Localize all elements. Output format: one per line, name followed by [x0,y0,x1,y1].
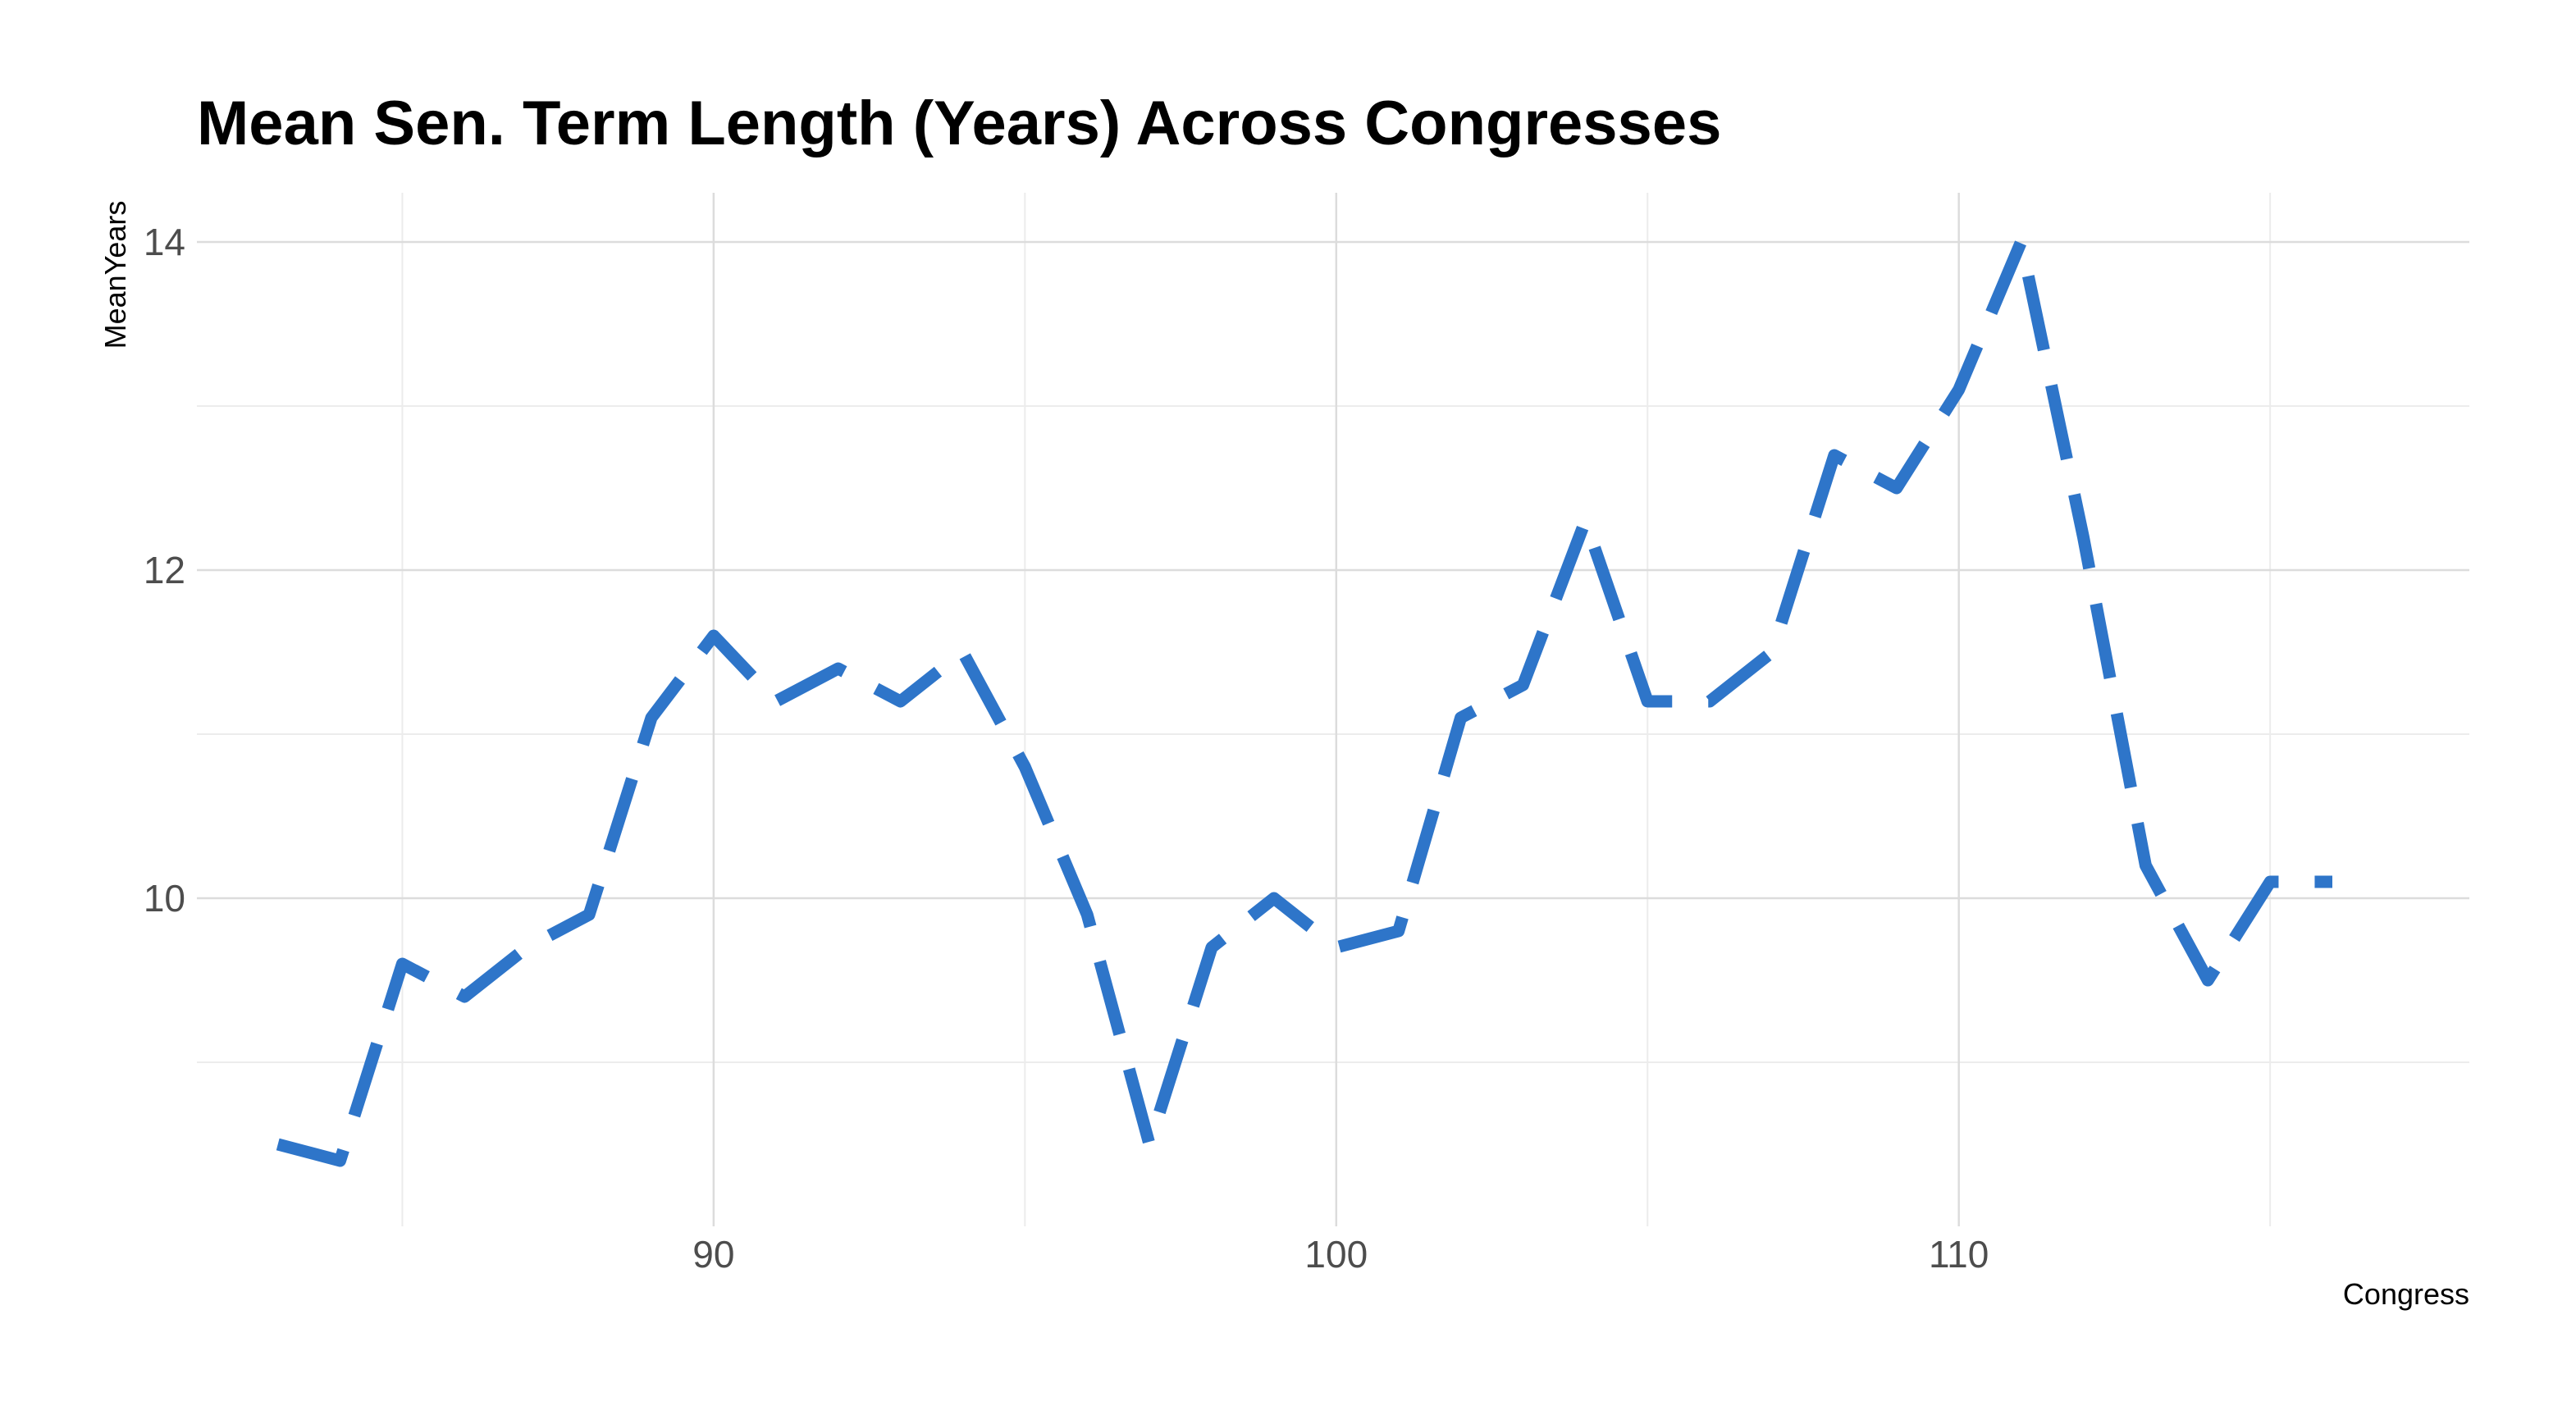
x-axis-title: Congress [2343,1277,2469,1311]
x-tick-label: 90 [692,1233,734,1276]
chart-title: Mean Sen. Term Length (Years) Across Con… [197,89,1721,158]
y-axis-title: MeanYears [98,201,132,349]
grid-lines [197,193,2469,1226]
x-tick-label: 100 [1304,1233,1368,1276]
y-tick-label: 12 [144,549,185,591]
x-tick-label: 110 [1929,1233,1989,1276]
y-tick-label: 14 [144,221,185,263]
tick-labels: 10 12 14 90 100 110 [144,221,1989,1276]
y-tick-label: 10 [144,877,185,920]
series-line-0 [276,235,2332,1167]
data-line-layer [276,235,2332,1167]
